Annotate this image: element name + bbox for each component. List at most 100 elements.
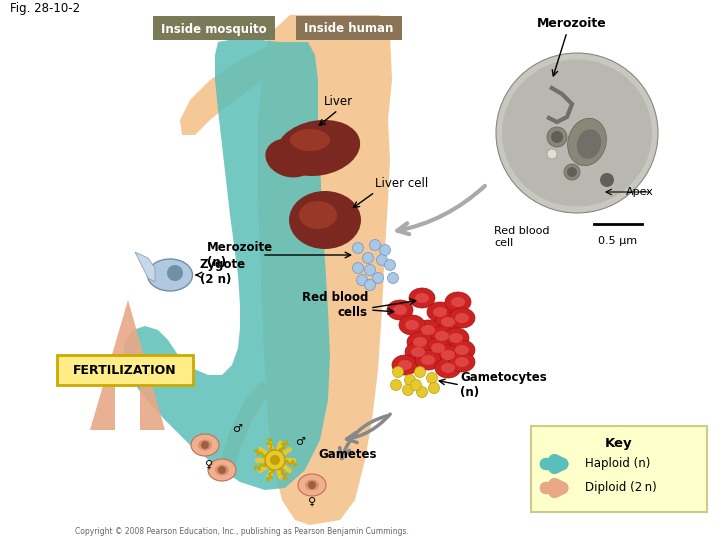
Ellipse shape bbox=[449, 308, 475, 328]
Text: Gametes: Gametes bbox=[318, 449, 377, 462]
FancyBboxPatch shape bbox=[57, 355, 193, 385]
Circle shape bbox=[218, 466, 226, 474]
Text: Inside mosquito: Inside mosquito bbox=[161, 23, 267, 36]
Text: Merozoite
(n): Merozoite (n) bbox=[207, 241, 273, 269]
Ellipse shape bbox=[299, 201, 337, 229]
Ellipse shape bbox=[455, 345, 469, 355]
Ellipse shape bbox=[429, 326, 455, 346]
Ellipse shape bbox=[276, 120, 360, 176]
Ellipse shape bbox=[398, 360, 412, 370]
Text: Fig. 28-10-2: Fig. 28-10-2 bbox=[10, 2, 80, 15]
Circle shape bbox=[362, 253, 374, 264]
Text: Liver cell: Liver cell bbox=[375, 177, 428, 190]
Circle shape bbox=[392, 367, 403, 377]
Ellipse shape bbox=[421, 325, 435, 335]
Text: Merozoite: Merozoite bbox=[537, 17, 607, 30]
Ellipse shape bbox=[435, 358, 461, 378]
Polygon shape bbox=[90, 300, 165, 430]
Text: Red blood
cell: Red blood cell bbox=[494, 226, 549, 248]
Ellipse shape bbox=[411, 347, 425, 357]
Ellipse shape bbox=[577, 129, 601, 159]
Ellipse shape bbox=[191, 434, 219, 456]
Ellipse shape bbox=[409, 288, 435, 308]
Circle shape bbox=[265, 450, 285, 470]
Ellipse shape bbox=[425, 338, 451, 358]
Text: Liver: Liver bbox=[323, 95, 353, 108]
Ellipse shape bbox=[441, 350, 455, 360]
Ellipse shape bbox=[148, 259, 192, 291]
Ellipse shape bbox=[393, 305, 407, 315]
Circle shape bbox=[428, 382, 439, 394]
Ellipse shape bbox=[198, 440, 212, 450]
Circle shape bbox=[364, 280, 376, 291]
Text: ♀: ♀ bbox=[205, 460, 213, 470]
Text: Haploid (n): Haploid (n) bbox=[585, 457, 650, 470]
Ellipse shape bbox=[387, 300, 413, 320]
Ellipse shape bbox=[298, 474, 326, 496]
Circle shape bbox=[167, 265, 183, 281]
Ellipse shape bbox=[215, 464, 229, 476]
Ellipse shape bbox=[392, 355, 418, 375]
Circle shape bbox=[426, 373, 438, 383]
Ellipse shape bbox=[415, 320, 441, 340]
Ellipse shape bbox=[441, 317, 455, 327]
Circle shape bbox=[416, 387, 428, 397]
Text: Red blood
cells: Red blood cells bbox=[302, 291, 368, 319]
Ellipse shape bbox=[421, 355, 435, 365]
Circle shape bbox=[551, 131, 563, 143]
Ellipse shape bbox=[449, 340, 475, 360]
Circle shape bbox=[567, 167, 577, 177]
Circle shape bbox=[201, 441, 209, 449]
Ellipse shape bbox=[405, 342, 431, 362]
Polygon shape bbox=[135, 252, 155, 282]
Text: Inside human: Inside human bbox=[305, 23, 394, 36]
Polygon shape bbox=[180, 40, 290, 135]
Text: FERTILIZATION: FERTILIZATION bbox=[73, 364, 177, 377]
FancyArrowPatch shape bbox=[546, 484, 562, 492]
Text: Diploid (2 n): Diploid (2 n) bbox=[585, 482, 657, 495]
Text: ♀: ♀ bbox=[308, 497, 316, 507]
Text: Zygote
(2 n): Zygote (2 n) bbox=[200, 258, 246, 286]
FancyArrowPatch shape bbox=[546, 460, 562, 468]
Circle shape bbox=[364, 265, 376, 275]
Ellipse shape bbox=[290, 129, 330, 151]
Polygon shape bbox=[222, 380, 270, 470]
Ellipse shape bbox=[433, 307, 447, 317]
Text: ♂: ♂ bbox=[295, 437, 305, 447]
Circle shape bbox=[402, 384, 413, 395]
FancyBboxPatch shape bbox=[153, 16, 275, 40]
Ellipse shape bbox=[455, 357, 469, 367]
Ellipse shape bbox=[399, 315, 425, 335]
Ellipse shape bbox=[443, 328, 469, 348]
Ellipse shape bbox=[502, 59, 652, 206]
Text: 0.5 μm: 0.5 μm bbox=[598, 236, 638, 246]
Ellipse shape bbox=[266, 139, 315, 178]
Ellipse shape bbox=[427, 302, 453, 322]
Ellipse shape bbox=[305, 480, 319, 490]
Bar bbox=[492, 42, 662, 214]
Ellipse shape bbox=[407, 332, 433, 352]
Circle shape bbox=[600, 173, 614, 187]
Circle shape bbox=[353, 242, 364, 253]
Circle shape bbox=[547, 127, 567, 147]
Text: Key: Key bbox=[606, 436, 633, 449]
Ellipse shape bbox=[431, 343, 445, 353]
Ellipse shape bbox=[445, 292, 471, 312]
Ellipse shape bbox=[289, 191, 361, 249]
Ellipse shape bbox=[496, 53, 658, 213]
Ellipse shape bbox=[415, 350, 441, 370]
Ellipse shape bbox=[567, 118, 606, 166]
Ellipse shape bbox=[451, 297, 465, 307]
Circle shape bbox=[372, 273, 384, 284]
Ellipse shape bbox=[449, 333, 463, 343]
Ellipse shape bbox=[435, 312, 461, 332]
Ellipse shape bbox=[435, 331, 449, 341]
Circle shape bbox=[390, 380, 402, 390]
Ellipse shape bbox=[455, 313, 469, 323]
Ellipse shape bbox=[441, 363, 455, 373]
Circle shape bbox=[387, 273, 398, 284]
Circle shape bbox=[353, 262, 364, 273]
Circle shape bbox=[384, 260, 395, 271]
FancyBboxPatch shape bbox=[531, 426, 707, 512]
Text: Apex: Apex bbox=[626, 187, 654, 197]
